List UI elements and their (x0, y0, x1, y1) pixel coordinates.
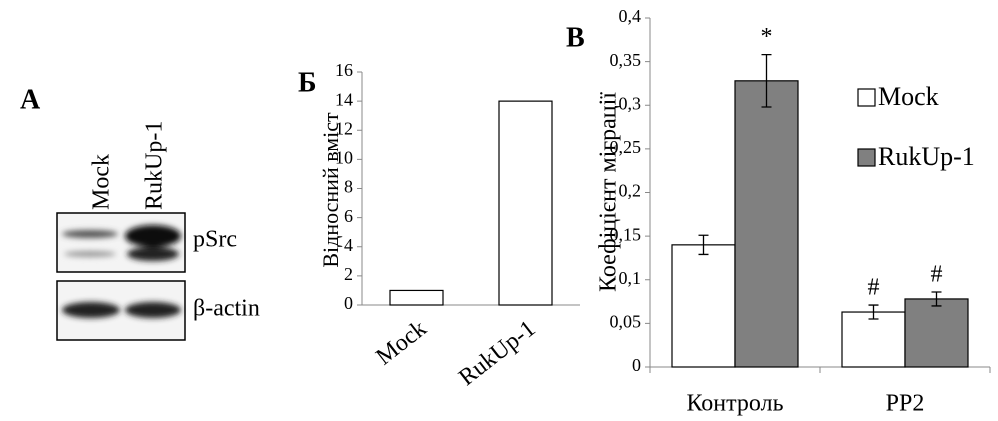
y-tick-label: 2 (344, 264, 353, 284)
figure: A Mock RukUp-1 pSrc β-actin БВідносний в… (0, 0, 998, 421)
bar (735, 81, 798, 367)
blot (57, 213, 185, 340)
panel-label: A (20, 84, 41, 115)
lane-label: Mock (89, 154, 115, 210)
bar (672, 245, 735, 367)
y-tick-label: 0,05 (610, 312, 642, 332)
x-tick-label: PP2 (886, 391, 925, 417)
y-tick-label: 0,25 (610, 137, 642, 157)
y-tick-label: 0,4 (619, 6, 642, 26)
y-tick-label: 0,3 (619, 93, 642, 113)
y-tick-label: 0,2 (619, 181, 642, 201)
y-tick-label: 0,15 (610, 224, 642, 244)
legend-swatch (858, 89, 875, 106)
panel-label: Б (298, 67, 317, 98)
y-tick-label: 0 (344, 293, 353, 313)
y-tick-label: 8 (344, 177, 353, 197)
y-tick-label: 12 (335, 118, 353, 138)
significance-marker: # (931, 261, 943, 287)
y-tick-label: 10 (335, 148, 353, 168)
band-label: β-actin (193, 296, 260, 322)
y-tick-label: 14 (335, 89, 353, 109)
y-tick-label: 0,35 (610, 50, 642, 70)
x-tick-label: Mock (371, 316, 431, 371)
bar (842, 312, 905, 367)
x-tick-label: RukUp-1 (454, 316, 540, 392)
significance-marker: * (761, 24, 773, 50)
band-label: pSrc (193, 227, 237, 253)
y-tick-label: 4 (344, 235, 353, 255)
legend-swatch (858, 149, 875, 166)
legend-label: RukUp-1 (878, 142, 975, 171)
y-tick-label: 6 (344, 206, 353, 226)
lane-label: RukUp-1 (142, 121, 168, 210)
panel-label: B (566, 22, 585, 53)
significance-marker: # (868, 275, 880, 301)
y-tick-label: 0 (632, 355, 641, 375)
bar (390, 290, 443, 305)
y-tick-label: 16 (335, 60, 353, 80)
y-tick-label: 0,1 (619, 268, 642, 288)
bar (499, 101, 552, 305)
legend-label: Mock (878, 82, 939, 111)
x-tick-label: Контроль (686, 391, 783, 417)
bar (905, 299, 968, 367)
